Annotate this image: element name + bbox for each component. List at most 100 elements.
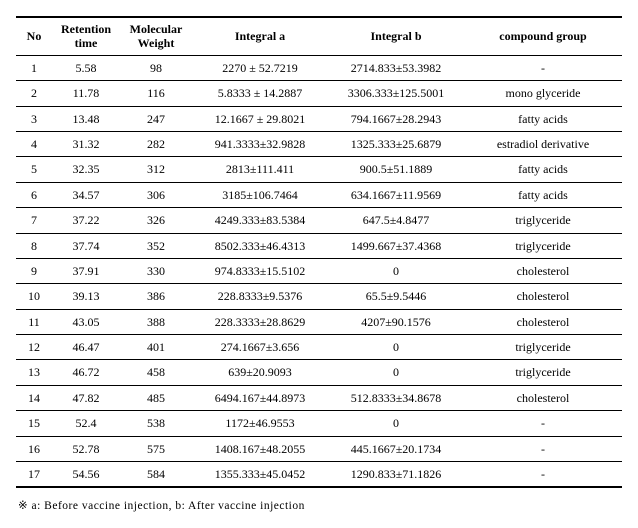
table-row: 1754.565841355.333±45.04521290.833±71.18…	[16, 462, 622, 488]
table-row: 1039.13386228.8333±9.537665.5±9.5446chol…	[16, 284, 622, 309]
cell-no: 5	[16, 157, 52, 182]
cell-grp: triglyceride	[464, 335, 622, 360]
table-row: 1652.785751408.167±48.2055445.1667±20.17…	[16, 436, 622, 461]
cell-mw: 584	[120, 462, 192, 488]
cell-ib: 4207±90.1576	[328, 309, 464, 334]
cell-ib: 1325.333±25.6879	[328, 131, 464, 156]
table-row: 1346.72458639±20.90930triglyceride	[16, 360, 622, 385]
cell-grp: cholesterol	[464, 284, 622, 309]
cell-grp: -	[464, 411, 622, 436]
cell-ia: 8502.333±46.4313	[192, 233, 328, 258]
cell-ia: 5.8333 ± 14.2887	[192, 81, 328, 106]
cell-grp: cholesterol	[464, 258, 622, 283]
table-header-row: No Retention time Molecular Weight Integ…	[16, 17, 622, 55]
cell-ia: 228.3333±28.8629	[192, 309, 328, 334]
cell-mw: 575	[120, 436, 192, 461]
cell-mw: 538	[120, 411, 192, 436]
cell-ia: 1355.333±45.0452	[192, 462, 328, 488]
col-header-group: compound group	[464, 17, 622, 55]
cell-rt: 34.57	[52, 182, 120, 207]
cell-grp: mono glyceride	[464, 81, 622, 106]
cell-mw: 401	[120, 335, 192, 360]
table-row: 532.353122813±111.411900.5±51.1889fatty …	[16, 157, 622, 182]
cell-no: 12	[16, 335, 52, 360]
cell-ib: 3306.333±125.5001	[328, 81, 464, 106]
cell-ia: 3185±106.7464	[192, 182, 328, 207]
cell-rt: 54.56	[52, 462, 120, 488]
cell-ia: 4249.333±83.5384	[192, 208, 328, 233]
cell-grp: -	[464, 55, 622, 80]
cell-mw: 485	[120, 385, 192, 410]
cell-no: 16	[16, 436, 52, 461]
cell-no: 8	[16, 233, 52, 258]
table-row: 1552.45381172±46.95530-	[16, 411, 622, 436]
cell-ib: 445.1667±20.1734	[328, 436, 464, 461]
table-row: 937.91330974.8333±15.51020cholesterol	[16, 258, 622, 283]
cell-ia: 12.1667 ± 29.8021	[192, 106, 328, 131]
cell-grp: fatty acids	[464, 157, 622, 182]
footnote-text: ※ a: Before vaccine injection, b: After …	[16, 498, 622, 512]
cell-mw: 352	[120, 233, 192, 258]
cell-grp: fatty acids	[464, 182, 622, 207]
cell-ib: 2714.833±53.3982	[328, 55, 464, 80]
col-header-ia: Integral a	[192, 17, 328, 55]
cell-grp: cholesterol	[464, 309, 622, 334]
table-row: 1447.824856494.167±44.8973512.8333±34.86…	[16, 385, 622, 410]
cell-rt: 11.78	[52, 81, 120, 106]
cell-ib: 647.5±4.8477	[328, 208, 464, 233]
cell-rt: 52.78	[52, 436, 120, 461]
cell-no: 13	[16, 360, 52, 385]
cell-no: 7	[16, 208, 52, 233]
cell-ia: 2813±111.411	[192, 157, 328, 182]
cell-ia: 228.8333±9.5376	[192, 284, 328, 309]
cell-ib: 634.1667±11.9569	[328, 182, 464, 207]
cell-rt: 32.35	[52, 157, 120, 182]
cell-mw: 312	[120, 157, 192, 182]
cell-ib: 0	[328, 411, 464, 436]
col-header-mw: Molecular Weight	[120, 17, 192, 55]
cell-grp: estradiol derivative	[464, 131, 622, 156]
cell-no: 6	[16, 182, 52, 207]
cell-no: 10	[16, 284, 52, 309]
compound-table: No Retention time Molecular Weight Integ…	[16, 16, 622, 488]
cell-no: 11	[16, 309, 52, 334]
cell-ia: 6494.167±44.8973	[192, 385, 328, 410]
cell-rt: 37.22	[52, 208, 120, 233]
cell-ib: 0	[328, 360, 464, 385]
cell-no: 9	[16, 258, 52, 283]
table-row: 837.743528502.333±46.43131499.667±37.436…	[16, 233, 622, 258]
cell-grp: -	[464, 436, 622, 461]
cell-ia: 639±20.9093	[192, 360, 328, 385]
cell-rt: 46.47	[52, 335, 120, 360]
cell-ib: 794.1667±28.2943	[328, 106, 464, 131]
cell-no: 14	[16, 385, 52, 410]
cell-rt: 52.4	[52, 411, 120, 436]
cell-grp: fatty acids	[464, 106, 622, 131]
cell-mw: 306	[120, 182, 192, 207]
cell-no: 1	[16, 55, 52, 80]
cell-no: 4	[16, 131, 52, 156]
cell-no: 15	[16, 411, 52, 436]
cell-mw: 458	[120, 360, 192, 385]
cell-no: 17	[16, 462, 52, 488]
cell-grp: triglyceride	[464, 208, 622, 233]
cell-mw: 282	[120, 131, 192, 156]
cell-no: 3	[16, 106, 52, 131]
cell-ib: 0	[328, 258, 464, 283]
cell-grp: triglyceride	[464, 233, 622, 258]
cell-ib: 512.8333±34.8678	[328, 385, 464, 410]
cell-ia: 274.1667±3.656	[192, 335, 328, 360]
cell-rt: 47.82	[52, 385, 120, 410]
cell-ia: 1172±46.9553	[192, 411, 328, 436]
cell-mw: 386	[120, 284, 192, 309]
cell-ia: 2270 ± 52.7219	[192, 55, 328, 80]
cell-rt: 31.32	[52, 131, 120, 156]
cell-rt: 5.58	[52, 55, 120, 80]
table-row: 313.4824712.1667 ± 29.8021794.1667±28.29…	[16, 106, 622, 131]
cell-rt: 13.48	[52, 106, 120, 131]
col-header-no: No	[16, 17, 52, 55]
cell-ia: 974.8333±15.5102	[192, 258, 328, 283]
cell-grp: -	[464, 462, 622, 488]
table-row: 1143.05388228.3333±28.86294207±90.1576ch…	[16, 309, 622, 334]
cell-rt: 46.72	[52, 360, 120, 385]
